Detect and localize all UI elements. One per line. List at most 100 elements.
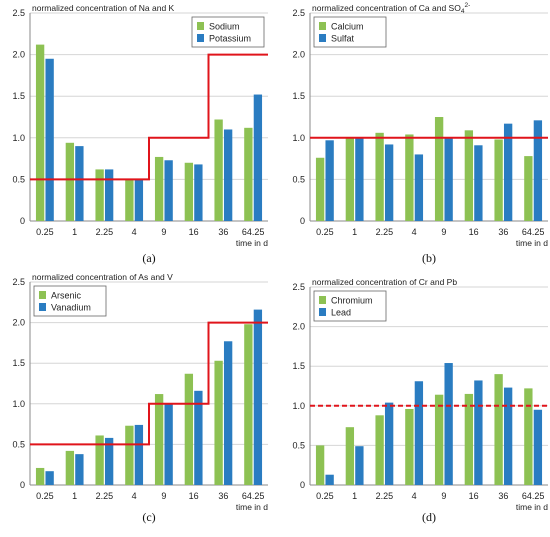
legend-entry: Sulfat <box>331 34 355 44</box>
bar-sodium <box>214 119 223 221</box>
x-tick-label: 1 <box>72 227 77 237</box>
y-tick-label: 2.5 <box>292 8 305 18</box>
bar-vanadium <box>253 309 263 485</box>
bar-vanadium <box>104 437 114 485</box>
y-tick-label: 2.5 <box>12 8 25 18</box>
bar-calcium <box>405 134 414 221</box>
x-tick-label: 9 <box>441 227 446 237</box>
legend-swatch <box>319 308 326 316</box>
x-tick-label: 9 <box>161 227 166 237</box>
chart-title-subscript: 4 <box>461 8 465 15</box>
bar-sodium <box>244 127 253 221</box>
bar-sulfat <box>325 140 334 221</box>
bar-sodium <box>154 156 164 221</box>
bar-lead <box>384 402 394 485</box>
x-tick-label: 1 <box>72 491 77 501</box>
bar-calcium <box>464 130 474 221</box>
bar-lead <box>444 363 453 485</box>
bar-potassium <box>75 146 84 221</box>
x-tick-label: 64.25 <box>242 491 265 501</box>
chart-panel-2: 0 0.5 1.0 1.5 2.0 2.5 0.25 1 2.25 4 9 16 36 64.25time… <box>292 2 548 248</box>
x-tick-label: 36 <box>498 491 508 501</box>
y-tick-label: 1.5 <box>292 361 305 371</box>
x-tick-label: 4 <box>132 227 137 237</box>
bar-arsenic <box>214 360 223 485</box>
bar-calcium <box>524 156 533 221</box>
chart-title-text: normalized concentration of Ca and SO <box>312 3 461 13</box>
bar-potassium <box>104 169 114 221</box>
x-axis-label: time in d <box>236 502 268 512</box>
y-tick-label: 2.5 <box>12 277 25 287</box>
bar-arsenic <box>35 467 45 485</box>
chart-panel-4: 0 0.5 1.0 1.5 2.0 2.5 0.25 1 2.25 4 9 16 36 64.25time… <box>292 277 548 512</box>
bar-arsenic <box>125 425 134 485</box>
bar-arsenic <box>244 324 253 485</box>
chart-title-text: normalized concentration of As and V <box>32 272 173 282</box>
y-tick-label: 2.0 <box>292 322 305 332</box>
chart-title: normalized concentration of Ca and SO42- <box>312 2 470 15</box>
chart-title: normalized concentration of Na and K <box>32 3 175 13</box>
bar-chromium <box>375 415 384 485</box>
x-tick-label: 2.25 <box>376 227 394 237</box>
chart-title: normalized concentration of As and V <box>32 272 173 282</box>
bar-sulfat <box>384 144 394 221</box>
y-tick-label: 0 <box>20 216 25 226</box>
bar-sodium <box>95 169 104 221</box>
bar-lead <box>533 409 543 485</box>
bar-lead <box>325 474 334 485</box>
x-tick-label: 64.25 <box>522 491 545 501</box>
legend-swatch <box>319 296 326 304</box>
x-tick-label: 0.25 <box>36 491 54 501</box>
y-tick-label: 1.0 <box>12 133 25 143</box>
y-tick-label: 0.5 <box>12 439 25 449</box>
bar-vanadium <box>164 403 173 485</box>
bar-calcium <box>345 137 355 221</box>
x-tick-label: 0.25 <box>316 491 334 501</box>
x-tick-label: 0.25 <box>36 227 54 237</box>
bar-lead <box>414 381 424 485</box>
legend-swatch <box>39 303 46 311</box>
bar-sodium <box>65 142 75 221</box>
bar-calcium <box>375 132 384 221</box>
chart-panel-3: 0 0.5 1.0 1.5 2.0 2.5 0.25 1 2.25 4 9 16 36 64.25time… <box>12 272 268 512</box>
x-tick-label: 4 <box>412 491 417 501</box>
bar-lead <box>355 446 364 485</box>
bar-chromium <box>464 393 474 485</box>
legend-swatch <box>319 22 326 30</box>
x-tick-label: 16 <box>469 227 479 237</box>
bar-sulfat <box>474 145 483 221</box>
bar-sodium <box>35 44 45 222</box>
chart-title-superscript: 2- <box>464 2 470 9</box>
bar-chromium <box>524 388 533 485</box>
bar-chromium <box>494 374 503 485</box>
bar-potassium <box>253 94 263 221</box>
reference-step-line <box>30 53 268 181</box>
legend-swatch <box>197 34 204 42</box>
bar-calcium <box>494 139 503 221</box>
x-tick-label: 1 <box>352 491 357 501</box>
legend: Arsenic Vanadium <box>33 285 107 317</box>
x-tick-label: 2.25 <box>96 227 114 237</box>
legend-swatch <box>39 291 46 299</box>
x-tick-label: 16 <box>189 491 199 501</box>
bar-vanadium <box>45 471 54 485</box>
bar-potassium <box>223 129 233 221</box>
x-tick-label: 4 <box>132 491 137 501</box>
panel-label: (c) <box>142 510 155 524</box>
bar-chromium <box>315 445 325 485</box>
bar-vanadium <box>134 424 144 485</box>
bar-chromium <box>405 408 414 485</box>
bar-calcium <box>315 157 325 221</box>
x-tick-label: 16 <box>189 227 199 237</box>
bar-vanadium <box>194 390 203 485</box>
x-tick-label: 16 <box>469 491 479 501</box>
y-tick-label: 0.5 <box>12 174 25 184</box>
bar-chromium <box>345 427 355 485</box>
y-tick-label: 1.0 <box>292 401 305 411</box>
y-tick-label: 1.0 <box>292 133 305 143</box>
bar-sulfat <box>533 120 543 221</box>
y-tick-label: 2.0 <box>12 318 25 328</box>
chart-title: normalized concentration of Cr and Pb <box>312 277 457 287</box>
y-tick-label: 0 <box>20 480 25 490</box>
bar-arsenic <box>95 435 104 485</box>
